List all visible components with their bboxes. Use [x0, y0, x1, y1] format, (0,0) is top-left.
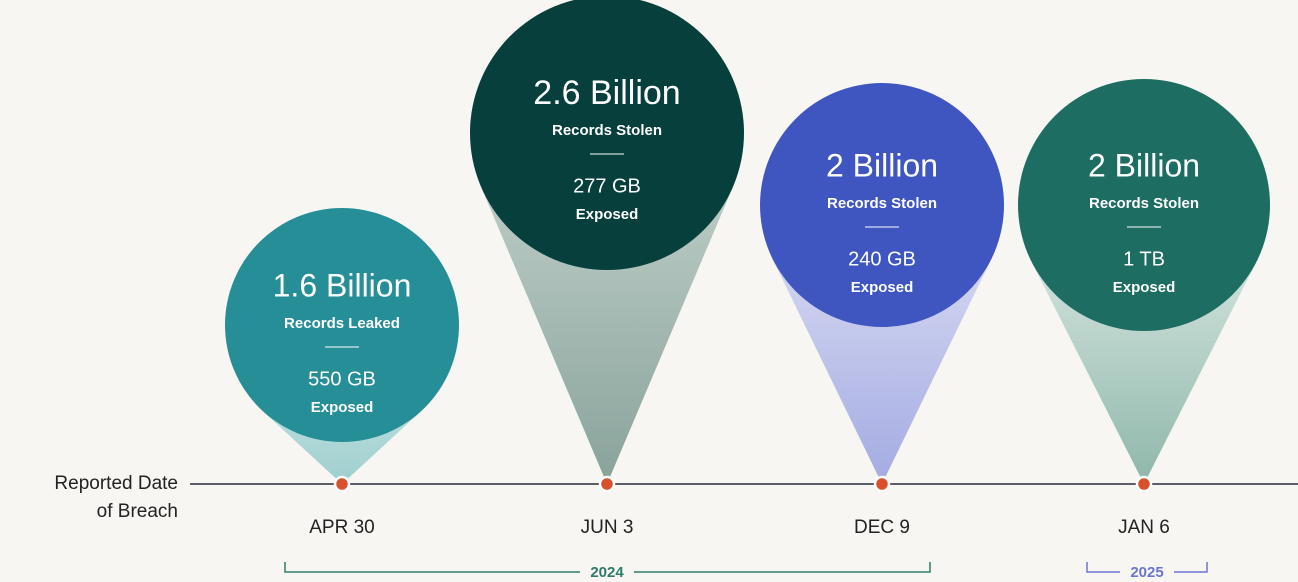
- event-bubble: [760, 83, 1004, 327]
- data-size: 550 GB: [308, 368, 376, 390]
- size-caption: Exposed: [1113, 279, 1176, 296]
- event-date: DEC 9: [854, 517, 910, 538]
- year-bracket: [1086, 562, 1208, 573]
- event-date: JAN 6: [1118, 517, 1170, 538]
- records-amount: 2 Billion: [826, 147, 938, 183]
- year-label: 2025: [1130, 564, 1163, 581]
- pin-cone: [480, 186, 734, 484]
- year-label: 2024: [590, 564, 624, 581]
- date-dot: [333, 475, 351, 493]
- event-bubble: [1018, 79, 1270, 331]
- date-dot: [1135, 475, 1153, 493]
- size-caption: Exposed: [576, 206, 639, 223]
- size-caption: Exposed: [851, 279, 914, 296]
- event-bubble: [225, 208, 459, 442]
- date-dot: [873, 475, 891, 493]
- records-caption: Records Leaked: [284, 315, 400, 332]
- data-size: 240 GB: [848, 248, 916, 270]
- event-bubble: [470, 0, 744, 270]
- records-amount: 1.6 Billion: [273, 267, 412, 303]
- data-size: 1 TB: [1123, 248, 1165, 270]
- timeline-label: Reported Date: [54, 473, 178, 494]
- records-caption: Records Stolen: [1089, 195, 1199, 212]
- data-size: 277 GB: [573, 175, 641, 197]
- timeline-label: of Breach: [97, 501, 178, 522]
- records-amount: 2.6 Billion: [533, 74, 680, 112]
- records-caption: Records Stolen: [552, 122, 662, 139]
- year-bracket: [284, 562, 931, 573]
- event-date: APR 30: [309, 517, 374, 538]
- size-caption: Exposed: [311, 399, 374, 416]
- records-amount: 2 Billion: [1088, 147, 1200, 183]
- event-date: JUN 3: [581, 517, 634, 538]
- records-caption: Records Stolen: [827, 195, 937, 212]
- date-dot: [598, 475, 616, 493]
- pin-cone: [772, 258, 992, 484]
